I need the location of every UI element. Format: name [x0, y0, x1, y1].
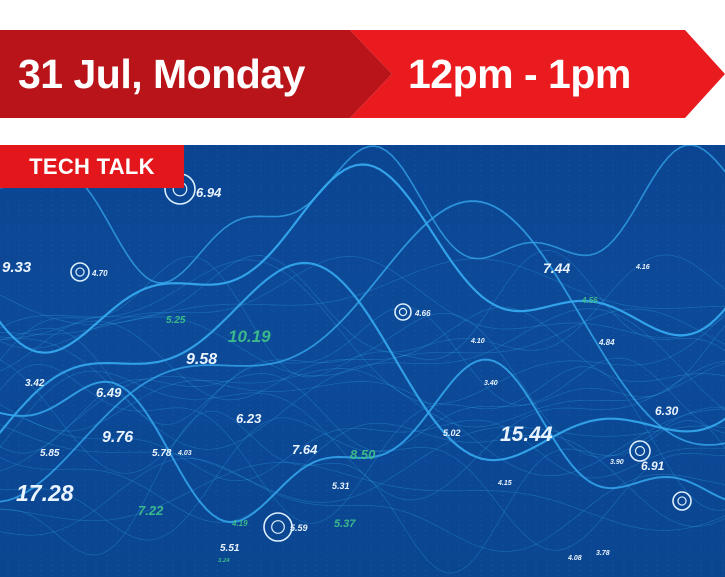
wave-line	[0, 357, 725, 454]
banner-arrow-shape	[0, 30, 725, 118]
wave-line	[0, 462, 725, 531]
graph-label: 4.84	[598, 338, 615, 347]
event-date: 31 Jul, Monday	[18, 51, 305, 97]
wave-line	[0, 250, 725, 378]
graph-label: 3.42	[25, 378, 45, 389]
graph-label: 4.15	[497, 480, 512, 487]
ring-marker	[70, 262, 90, 282]
graph-label: 9.58	[186, 351, 217, 368]
ring-marker	[672, 491, 692, 511]
graph-label: 5.59	[290, 523, 308, 533]
graph-label: 7.64	[292, 442, 318, 457]
graph-label: 17.28	[16, 480, 74, 506]
graph-label: 4.03	[177, 450, 192, 457]
graph-label-green: 5.25	[166, 315, 186, 326]
wave-line	[0, 457, 725, 552]
ring-marker	[394, 303, 412, 321]
graph-label: 15.44	[500, 423, 553, 446]
wave-line	[0, 256, 725, 349]
ring-marker	[263, 512, 293, 542]
wave-line	[0, 308, 725, 450]
graph-label-green: 3.24	[218, 558, 230, 564]
graph-label: 5.51	[220, 543, 240, 554]
graph-label: 6.49	[96, 385, 122, 400]
wave-line	[0, 360, 725, 501]
wave-line	[0, 413, 725, 482]
graph-label: 3.78	[596, 550, 610, 557]
graph-label: 9.76	[102, 429, 133, 446]
graph-label: 4.08	[567, 555, 582, 562]
wave-line	[0, 145, 725, 284]
wave-line	[0, 258, 725, 325]
graph-label: 3.90	[610, 459, 624, 466]
ring-marker-inner	[677, 496, 687, 506]
graph-label-green: 4.56	[581, 296, 598, 305]
event-time: 12pm - 1pm	[408, 51, 631, 97]
ring-marker-inner	[75, 267, 85, 277]
wave-line	[0, 364, 725, 524]
wave-line	[0, 358, 725, 524]
wave-line	[0, 422, 725, 527]
wave-line	[0, 312, 725, 474]
graph-label: 6.30	[655, 404, 679, 418]
wave-line	[0, 163, 725, 354]
graph-label: 5.31	[332, 481, 350, 491]
wave-line	[0, 261, 725, 462]
wave-graph: 6.94 9.33 4.70 9.58 6.49 9.76 3.42 5.85 17.28 5.7…	[0, 145, 725, 577]
graph-label-green: 10.19	[228, 327, 271, 346]
wave-line	[0, 417, 725, 551]
graph-label: 4.10	[470, 338, 485, 345]
graph-label: 4.66	[414, 309, 431, 318]
graph-label: 4.16	[635, 264, 650, 271]
graph-label-green: 5.37	[334, 518, 356, 530]
wave-line	[0, 308, 725, 377]
wave-line	[0, 375, 725, 476]
wave-line	[0, 424, 725, 503]
event-banner: 31 Jul, Monday 12pm - 1pm	[0, 30, 725, 118]
graph-label: 5.78	[152, 448, 172, 459]
graph-label: 4.70	[91, 269, 108, 278]
ring-marker	[629, 440, 651, 462]
graph-label-green: 7.22	[138, 503, 164, 518]
ring-marker-inner	[398, 307, 408, 317]
graph-label: 9.33	[2, 259, 32, 276]
category-tag: TECH TALK	[0, 145, 184, 188]
wave-line	[0, 254, 725, 372]
graph-label: 5.02	[443, 428, 461, 438]
wave-line	[0, 362, 725, 432]
graph-label: 7.44	[543, 260, 570, 276]
wave-line	[0, 306, 725, 401]
graph-label-green: 4.19	[231, 519, 248, 528]
graph-label: 3.40	[484, 380, 498, 387]
data-visualization-background: 6.94 9.33 4.70 9.58 6.49 9.76 3.42 5.85 17.28 5.7…	[0, 145, 725, 577]
wave-line	[0, 200, 725, 503]
graph-label: 5.85	[40, 448, 60, 459]
ring-marker-inner	[271, 520, 285, 534]
graph-label: 6.23	[236, 411, 262, 426]
ring-marker-inner	[634, 445, 646, 457]
graph-label-green: 8.50	[350, 447, 376, 462]
graph-label: 6.91	[641, 459, 665, 473]
graph-label: 6.94	[196, 185, 222, 200]
wave-line	[0, 410, 725, 574]
